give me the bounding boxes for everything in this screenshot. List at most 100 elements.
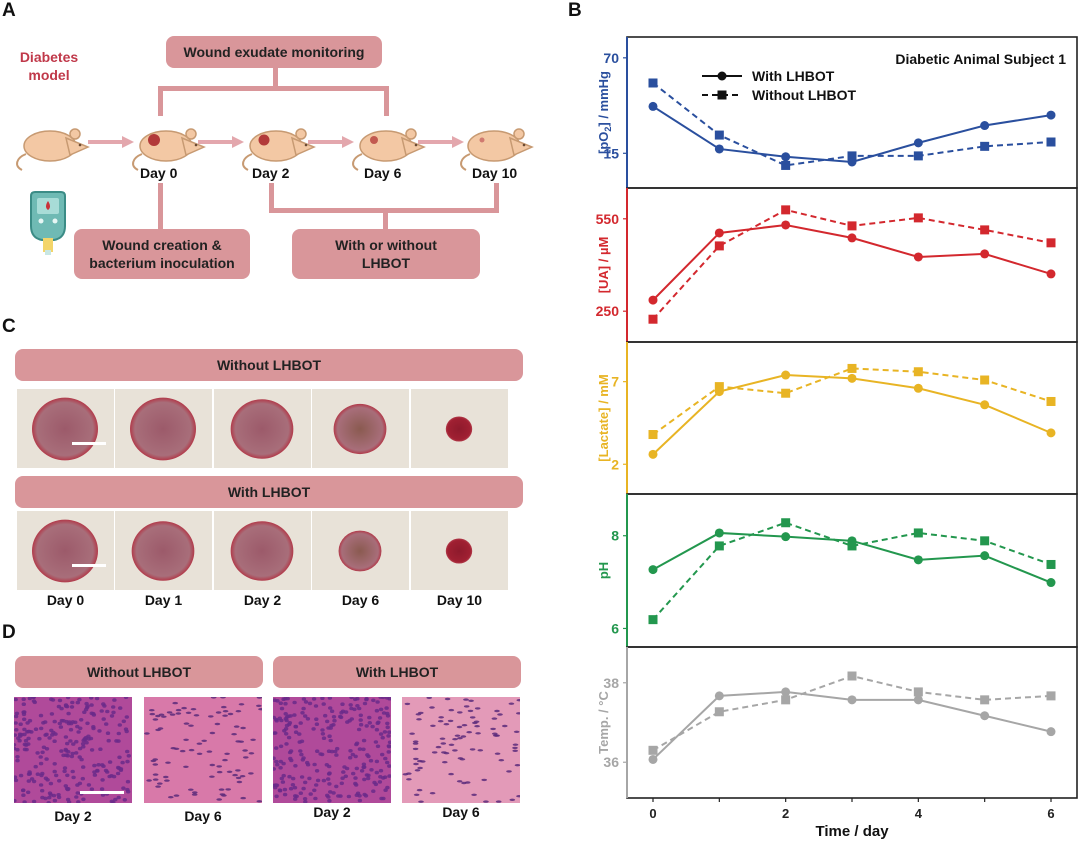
y-axis-label: [UA] / µM [596, 237, 611, 294]
data-point-without-lhbot [847, 541, 857, 551]
histology-without-header: Without LHBOT [15, 656, 263, 688]
photo-day-label: Day 10 [436, 592, 483, 608]
data-point-without-lhbot [1046, 691, 1056, 701]
panel-b-letter: B [568, 0, 582, 21]
y-tick-label: 15 [603, 145, 619, 161]
wound-photo-with [115, 511, 212, 590]
wound-photo-without [312, 389, 409, 468]
data-point-with-lhbot [781, 532, 791, 542]
legend-label: With LHBOT [752, 68, 835, 84]
data-point-with-lhbot [913, 555, 923, 565]
treatment-line2: LHBOT [361, 255, 411, 271]
wound-creation-line2: bacterium inoculation [89, 255, 235, 271]
data-point-without-lhbot [648, 78, 658, 88]
data-point-without-lhbot [913, 151, 923, 161]
data-point-with-lhbot [648, 449, 658, 459]
wound-photo-with [17, 511, 114, 590]
data-point-with-lhbot [781, 152, 791, 162]
data-point-without-lhbot [714, 541, 724, 551]
y-tick-label: 550 [596, 211, 620, 227]
connector-line [273, 68, 278, 90]
data-point-without-lhbot [1046, 396, 1056, 406]
connector-line [269, 183, 274, 213]
x-tick-label: 4 [915, 806, 923, 821]
data-point-without-lhbot [980, 695, 990, 705]
photo-day-label: Day 6 [341, 592, 380, 608]
data-point-with-lhbot [648, 754, 658, 764]
data-point-without-lhbot [781, 518, 791, 528]
y-tick-label: 7 [611, 374, 619, 390]
timeline-day-label: Day 0 [140, 165, 178, 181]
chart-title: Diabetic Animal Subject 1 [895, 51, 1066, 67]
connector-line [158, 86, 163, 116]
wound-photo-without [411, 389, 508, 468]
timeline-day-label: Day 6 [364, 165, 402, 181]
timeline-day-label: Day 2 [252, 165, 290, 181]
plot-frame [626, 187, 1078, 343]
arrow-right-icon [308, 136, 354, 148]
data-point-with-lhbot [980, 249, 990, 259]
data-point-without-lhbot [714, 382, 724, 392]
treatment-box: With or without LHBOT [292, 229, 480, 279]
treatment-line1: With or without [335, 237, 437, 253]
data-point-without-lhbot [1046, 238, 1056, 248]
data-point-without-lhbot [648, 430, 658, 440]
photo-day-label: Day 0 [46, 592, 85, 608]
wound-photo-without [17, 389, 114, 468]
wounded-mouse-icon [460, 128, 534, 171]
data-point-without-lhbot [714, 130, 724, 140]
y-tick-label: 2 [611, 456, 619, 472]
photo-day-label: Day 2 [243, 592, 282, 608]
scale-bar [72, 564, 106, 567]
histology-with-header: With LHBOT [273, 656, 521, 688]
glucometer-icon [30, 191, 66, 255]
y-axis-label: [Lactate] / mM [596, 374, 611, 461]
data-point-without-lhbot [847, 221, 857, 231]
data-point-without-lhbot [847, 363, 857, 373]
data-point-with-lhbot [714, 528, 724, 538]
wound-photo-without [115, 389, 212, 468]
photo-day-label: Day 1 [144, 592, 183, 608]
data-point-with-lhbot [1046, 110, 1056, 120]
data-point-with-lhbot [1046, 269, 1056, 279]
data-point-with-lhbot [913, 252, 923, 262]
wound-photo-with [411, 511, 508, 590]
data-point-with-lhbot [781, 687, 791, 697]
data-point-without-lhbot [648, 745, 658, 755]
timeline-day-label: Day 10 [472, 165, 518, 181]
data-point-with-lhbot [847, 233, 857, 243]
series-line-with-lhbot [652, 374, 1052, 456]
data-point-with-lhbot [980, 711, 990, 721]
histology-image [402, 697, 520, 803]
panel-d-letter: D [2, 622, 16, 643]
wounded-mouse-icon [352, 128, 426, 171]
data-point-with-lhbot [913, 695, 923, 705]
y-tick-label: 38 [603, 675, 619, 691]
data-point-with-lhbot [913, 138, 923, 148]
y-tick-label: 36 [603, 754, 619, 770]
connector-line [494, 183, 499, 213]
wounded-mouse-icon [132, 128, 206, 171]
y-axis-label: Temp. / °C [596, 691, 611, 754]
legend-marker-circle [717, 71, 727, 81]
y-tick-label: 250 [596, 303, 620, 319]
data-point-with-lhbot [714, 144, 724, 154]
multi-panel-line-chart: 15 70 [pO2] / mmHg 250 550 [UA] / µM 2 7[Lactat… [596, 36, 1078, 840]
plot-frame [626, 493, 1078, 648]
connector-line [383, 208, 388, 230]
x-tick-label: 6 [1047, 806, 1054, 821]
arrow-right-icon [418, 136, 464, 148]
data-point-with-lhbot [980, 551, 990, 561]
scale-bar [80, 791, 124, 794]
y-tick-label: 6 [611, 620, 619, 636]
x-tick-label: 0 [649, 806, 656, 821]
data-point-with-lhbot [648, 295, 658, 305]
data-point-without-lhbot [913, 528, 923, 538]
wounded-mouse-icon [242, 128, 316, 171]
wound-photo-with [214, 511, 311, 590]
connector-line [384, 86, 389, 116]
with-lhbot-header: With LHBOT [15, 476, 523, 508]
data-point-with-lhbot [980, 400, 990, 410]
data-point-without-lhbot [980, 375, 990, 385]
y-axis-label: [pO2] / mmHg [596, 71, 613, 154]
